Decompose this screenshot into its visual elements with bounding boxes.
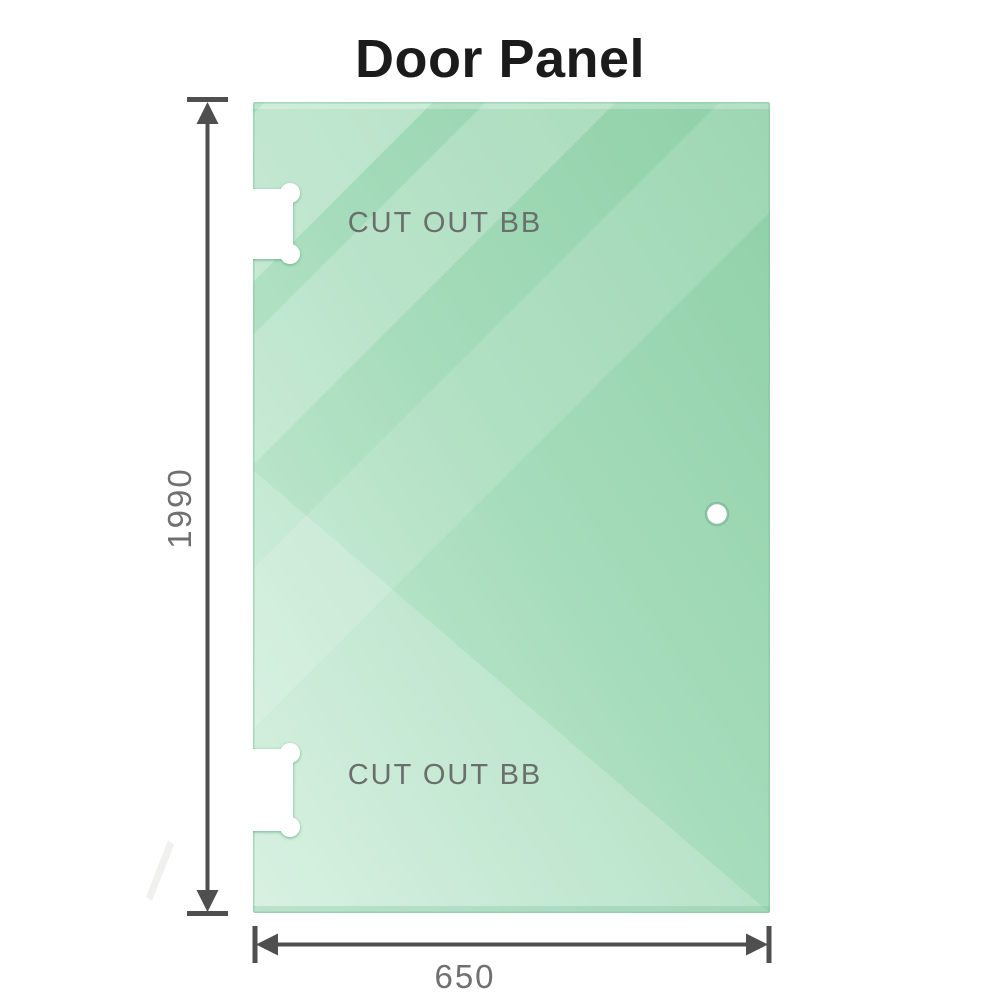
bottom-shade xyxy=(253,906,770,913)
panel-edge xyxy=(253,102,770,913)
dimension-cap xyxy=(766,926,772,963)
reflection-stripe xyxy=(253,470,770,913)
handle-hole xyxy=(704,501,730,527)
dimension-cap xyxy=(187,97,228,102)
cutout-bottom-label: CUT OUT BB xyxy=(347,759,543,791)
width-dimension-label: 650 xyxy=(434,958,496,995)
dimension-cap xyxy=(252,926,258,963)
arrow-down-icon xyxy=(196,890,219,912)
dimension-cap xyxy=(187,911,228,916)
hinge-cutout-bottom xyxy=(253,743,300,837)
diagram-title: Door Panel xyxy=(354,29,646,89)
arrow-up-icon xyxy=(196,102,219,124)
reflection-artifact xyxy=(146,840,174,901)
glass-panel xyxy=(253,102,770,913)
hinge-cutout-top xyxy=(253,183,300,264)
reflection-stripe xyxy=(253,102,616,465)
reflection-stripe xyxy=(253,102,770,729)
width-dimension xyxy=(252,926,772,963)
top-highlight xyxy=(253,102,770,109)
arrow-left-icon xyxy=(256,933,278,956)
height-dimension xyxy=(187,97,228,916)
arrow-right-icon xyxy=(746,933,768,956)
glass-reflections xyxy=(253,102,770,913)
cutout-top-label: CUT OUT BB xyxy=(347,207,543,239)
reflection-stripe xyxy=(253,102,433,282)
height-dimension-label: 1990 xyxy=(161,467,198,549)
